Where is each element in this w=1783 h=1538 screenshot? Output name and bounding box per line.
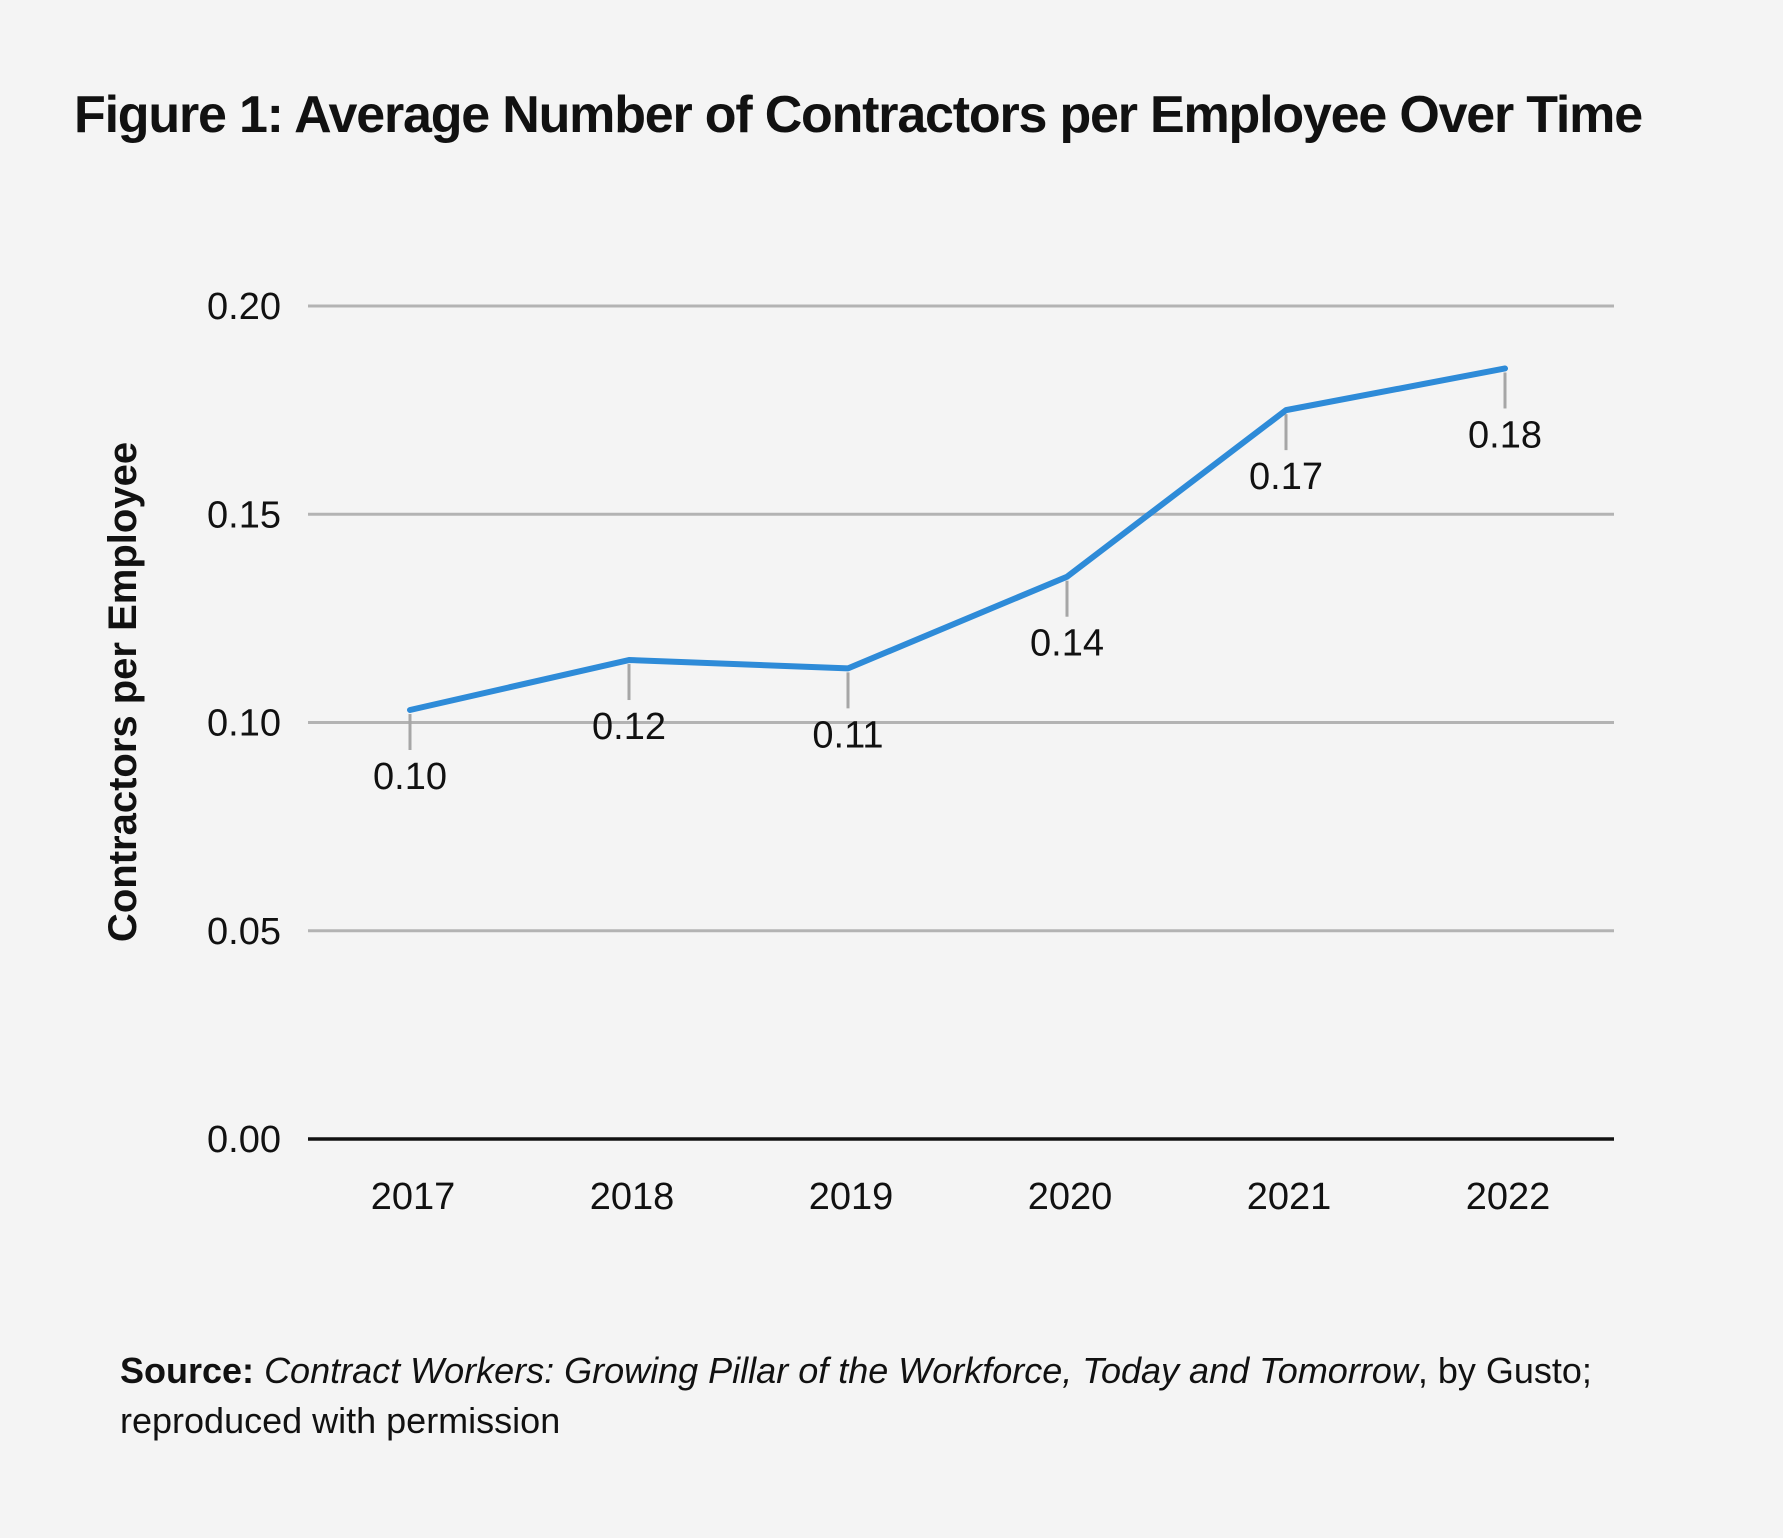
x-tick-label: 2020 — [1028, 1176, 1113, 1218]
y-axis-title: Contractors per Employee — [101, 442, 145, 942]
y-tick-label: 0.20 — [207, 286, 281, 328]
y-tick-label: 0.15 — [207, 494, 281, 536]
x-tick-label: 2017 — [371, 1176, 456, 1218]
data-label: 0.17 — [1249, 456, 1323, 498]
series-line — [407, 365, 1508, 714]
data-label: 0.10 — [373, 756, 447, 798]
source-note: Source: Contract Workers: Growing Pillar… — [120, 1346, 1680, 1446]
y-tick-label: 0.05 — [207, 911, 281, 953]
data-label-leaders — [408, 372, 1507, 751]
y-axis-ticks: 0.00 0.05 0.10 0.15 0.20 — [207, 286, 281, 1161]
x-axis-ticks: 2017 2018 2019 2020 2021 2022 — [371, 1176, 1551, 1218]
source-prefix: Source: — [120, 1350, 255, 1391]
source-title: Contract Workers: Growing Pillar of the … — [264, 1350, 1418, 1391]
data-label: 0.14 — [1030, 623, 1104, 665]
y-tick-label: 0.10 — [207, 703, 281, 745]
x-tick-label: 2018 — [590, 1176, 675, 1218]
data-label: 0.11 — [812, 714, 883, 756]
data-labels: 0.10 0.12 0.11 0.14 0.17 0.18 — [373, 414, 1542, 798]
y-tick-label: 0.00 — [207, 1119, 281, 1161]
gridlines — [308, 304, 1614, 1141]
data-label: 0.12 — [592, 706, 666, 748]
series-lines — [407, 365, 1508, 714]
x-tick-label: 2021 — [1247, 1176, 1332, 1218]
source-attribution: , by Gusto; reproduced with permission — [120, 1350, 1592, 1441]
x-tick-label: 2019 — [809, 1176, 894, 1218]
figure-title: Figure 1: Average Number of Contractors … — [74, 86, 1643, 144]
x-tick-label: 2022 — [1466, 1176, 1551, 1218]
data-label: 0.18 — [1468, 414, 1542, 456]
